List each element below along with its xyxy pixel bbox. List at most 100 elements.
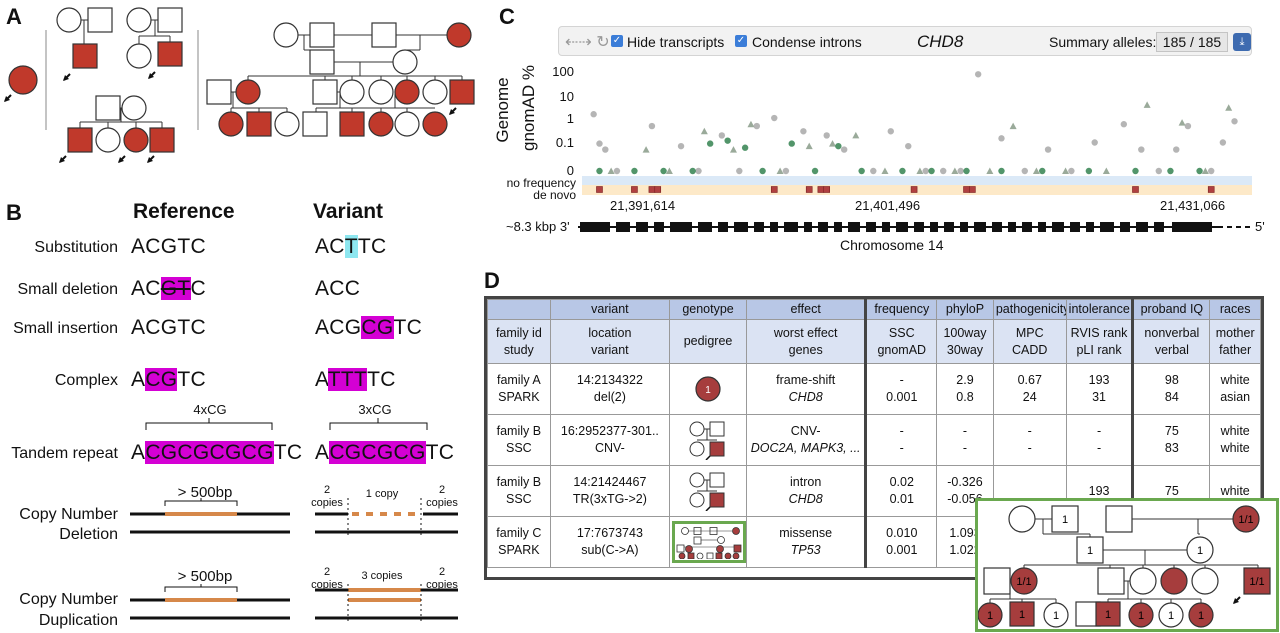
nav-arrows-icon[interactable]: ⇠⇢ ↻ [565, 34, 610, 51]
triangle-point [1062, 167, 1070, 174]
pedigree-thumbnail-highlight[interactable] [672, 521, 746, 563]
svg-text:1: 1 [705, 385, 711, 396]
cell-pathogenicity: -- [992, 414, 1067, 466]
cell-pedigree: 1 [669, 363, 747, 415]
genome-point [753, 122, 760, 130]
sub-header: nonverbal verbal [1132, 319, 1211, 364]
svg-text:1: 1 [1198, 610, 1204, 622]
svg-text:1: 1 [1019, 609, 1025, 621]
cell-effect: CNV- DOC2A, MAPK3, ... [745, 414, 868, 466]
sub-header: 100way 30way [936, 319, 994, 364]
triangle-point [607, 167, 615, 174]
cell-pedigree [669, 465, 747, 517]
exome-point [998, 167, 1005, 175]
group-header: frequency [865, 299, 938, 320]
group-header: variant [549, 299, 671, 320]
genome-point [800, 128, 807, 135]
ped-a-trio1-father [87, 7, 113, 33]
genome-point [1138, 146, 1145, 153]
condense-introns-checkbox[interactable]: ✓ [735, 35, 747, 47]
de-novo-marker [817, 186, 825, 193]
genome-point [1120, 121, 1128, 128]
genome-point [718, 132, 726, 139]
exome-point [1196, 167, 1203, 175]
exome-point [759, 167, 766, 175]
svg-text:1: 1 [987, 610, 993, 622]
tandem-label: Tandem repeat [11, 445, 118, 462]
triangle-point [1225, 104, 1233, 111]
genome-point [695, 167, 702, 175]
svg-text:1: 1 [1105, 609, 1111, 621]
small-insertion-var: ACGCGTC [315, 316, 423, 339]
sub-header: location variant [549, 319, 671, 364]
ped-a-quartet1-mother [126, 7, 152, 33]
de-novo-marker [770, 186, 778, 193]
table-row[interactable]: family B SSC 16:2952377-301.. CNV- CNV- DOC… [487, 414, 1261, 466]
pedigree-proband-icon: 1 [695, 376, 721, 402]
cell-variant: 17:7673743 sub(C->A) [549, 516, 671, 568]
genome-point [590, 111, 597, 118]
genome-point [677, 142, 685, 150]
exon-block [1136, 222, 1148, 232]
exon-block [1038, 222, 1046, 232]
exon-block [698, 222, 712, 232]
triangle-point [1009, 122, 1017, 130]
sub-header: family id study [487, 319, 551, 364]
svg-text:1: 1 [1087, 545, 1093, 557]
pedigree-large-thumbnail-icon [676, 527, 742, 559]
small-insertion-label: Small insertion [13, 320, 118, 337]
cell-frequency: -0.001 [865, 363, 938, 415]
download-icon[interactable]: ⤓ [1233, 33, 1251, 51]
row-label-no-frequency: no frequency [506, 176, 576, 190]
cn-deletion-label-2: Deletion [59, 526, 118, 543]
cn-duplication-copies-mid: 3 copies [361, 570, 403, 582]
hide-transcripts-checkbox[interactable]: ✓ [611, 35, 623, 47]
complex-var: ATTTTC [315, 368, 396, 391]
cell-frequency: -- [865, 414, 938, 466]
de-novo-marker [654, 186, 662, 193]
de-novo-marker [805, 186, 813, 193]
genome-point [905, 142, 912, 150]
panel-b-letter: B [6, 200, 22, 225]
exome-point [835, 142, 842, 150]
cell-effect: missense TP53 [745, 516, 868, 568]
cn-deletion-label-1: Copy Number [19, 506, 118, 523]
group-header: genotype [669, 299, 747, 320]
de-novo-marker [596, 186, 603, 193]
table-row[interactable]: family A SPARK 14:2134322 del(2) 1 frame-s… [487, 363, 1261, 415]
genome-point [596, 140, 603, 147]
exon-block [896, 222, 908, 232]
complex-label: Complex [54, 372, 118, 389]
svg-text:1: 1 [1197, 545, 1203, 557]
cell-family: family C SPARK [487, 516, 551, 568]
genome-point [1184, 122, 1192, 130]
group-header: effect [745, 299, 868, 320]
cell-family: family B SSC [487, 414, 551, 466]
table-sub-header-row: family id study location variant pedigree … [487, 319, 1261, 364]
genome-point [823, 132, 830, 139]
cell-variant: 14:2134322 del(2) [549, 363, 671, 415]
y-tick-label: 100 [552, 64, 574, 79]
y-tick-label: 10 [560, 89, 574, 104]
chromosome-label: Chromosome 14 [840, 237, 944, 253]
cell-pedigree[interactable] [669, 516, 747, 568]
cell-effect: frame-shift CHD8 [745, 363, 868, 415]
variant-header: Variant [313, 200, 384, 223]
ped-a-trio1-child [72, 43, 98, 69]
svg-text:1/1: 1/1 [1238, 514, 1253, 526]
cell-iq: 98 84 [1132, 363, 1211, 415]
exon-block [1120, 222, 1130, 232]
exon-block [974, 222, 986, 232]
cell-iq: 75 83 [1132, 414, 1211, 466]
exome-point [1085, 167, 1093, 175]
genome-point [771, 114, 778, 122]
substitution-var: ACTTC [315, 235, 387, 258]
zoomed-pedigree-popup: 1 1/1 1 1 1/1 [975, 498, 1279, 632]
exon-block [866, 222, 876, 232]
exome-point [741, 144, 749, 151]
gene-viewer-toolbar: ⇠⇢ ↻ ✓ Hide transcripts ✓ Condense intro… [558, 26, 1252, 56]
genome-point [922, 167, 929, 175]
y-tick-label: 0 [567, 163, 574, 178]
coord-tick-1: 21,391,614 [610, 198, 676, 213]
tandem-ref: ACGCGCGCGTC [131, 441, 303, 464]
